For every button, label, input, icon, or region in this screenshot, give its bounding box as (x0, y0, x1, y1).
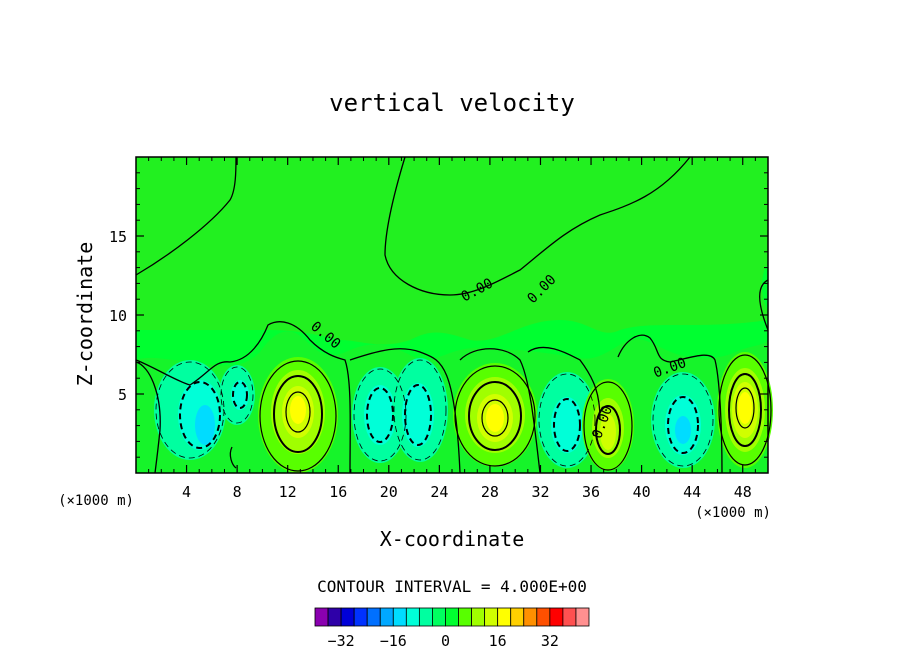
contour-interval-text: CONTOUR INTERVAL = 4.000E+00 (317, 577, 587, 596)
x-unit-left: (×1000 m) (58, 493, 134, 509)
x-tick-label: 40 (633, 483, 651, 501)
colorbar-tick-label: −32 (328, 632, 355, 650)
plot-area: 0.00 0.00 0.00 0.00 0.00 (135, 156, 773, 474)
x-tick-label: 12 (279, 483, 297, 501)
x-tick-label: 44 (683, 483, 701, 501)
colorbar-tick-label: 16 (489, 632, 507, 650)
x-tick-label: 24 (430, 483, 448, 501)
colorbar-swatch (497, 607, 512, 627)
x-tick-label: 36 (582, 483, 600, 501)
x-tick-label: 28 (481, 483, 499, 501)
colorbar-tick-label: 0 (441, 632, 450, 650)
x-tick-label: 4 (182, 483, 191, 501)
x-axis-label: X-coordinate (380, 527, 525, 551)
chart-title: vertical velocity (329, 89, 575, 117)
colorbar-swatch (340, 607, 355, 627)
colorbar-tick-label: −16 (380, 632, 407, 650)
colorbar-swatch (458, 607, 472, 627)
colorbar-swatch (379, 607, 394, 627)
y-axis-label: Z-coordinate (73, 242, 97, 387)
x-tick-label: 8 (233, 483, 242, 501)
colorbar-swatch (510, 607, 525, 627)
colorbar-swatch (327, 607, 342, 627)
colorbar-ticks: −32 −16 0 16 32 (328, 632, 559, 650)
contour-region-upper (136, 157, 768, 345)
x-tick-label: 16 (329, 483, 347, 501)
colorbar-swatch (405, 607, 420, 627)
colorbar-swatch (392, 607, 407, 627)
y-tick-label: 10 (109, 307, 127, 325)
y-tick-label: 15 (109, 228, 127, 246)
y-axis: 5 10 15 (109, 172, 768, 458)
colorbar (314, 607, 590, 627)
y-tick-label: 5 (118, 386, 127, 404)
colorbar-swatch (432, 607, 446, 627)
x-axis: 4 8 12 16 20 24 28 32 36 40 44 48 (148, 157, 756, 501)
colorbar-swatch (536, 607, 551, 627)
colorbar-swatch (353, 607, 368, 627)
colorbar-swatch (562, 607, 577, 627)
x-tick-label: 32 (531, 483, 549, 501)
x-tick-label: 20 (380, 483, 398, 501)
colorbar-swatch (314, 607, 329, 627)
colorbar-swatch (484, 607, 499, 627)
colorbar-swatch (445, 607, 459, 627)
x-unit-right: (×1000 m) (695, 505, 771, 521)
colorbar-swatch (471, 607, 486, 627)
colorbar-swatch (575, 607, 590, 627)
colorbar-swatch (366, 607, 381, 627)
colorbar-swatch (549, 607, 564, 627)
x-tick-label: 48 (734, 483, 752, 501)
colorbar-swatch (418, 607, 433, 627)
colorbar-tick-label: 32 (541, 632, 559, 650)
colorbar-swatch (523, 607, 538, 627)
